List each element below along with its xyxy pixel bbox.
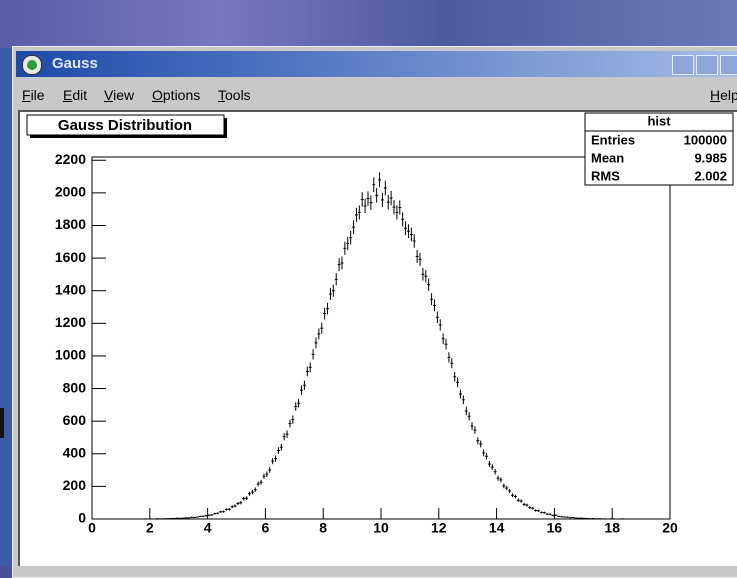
- desktop-widget: [0, 408, 4, 438]
- x-tick-label: 12: [431, 520, 447, 536]
- y-tick-label: 1200: [55, 314, 86, 330]
- menu-item[interactable]: Help: [710, 87, 737, 103]
- stats-value: 2.002: [694, 168, 727, 183]
- app-icon[interactable]: [22, 55, 42, 75]
- y-tick-label: 1600: [55, 249, 86, 265]
- y-tick-label: 600: [63, 412, 87, 428]
- chart: Gauss Distribution hist Entries 100000Mea…: [26, 112, 734, 536]
- window-title: Gauss: [52, 55, 98, 72]
- desktop-background: [0, 0, 737, 48]
- canvas: [18, 110, 737, 566]
- menu-item[interactable]: Options: [152, 87, 201, 103]
- stats-label: RMS: [591, 168, 620, 183]
- y-tick-label: 1000: [55, 347, 86, 363]
- x-tick-label: 10: [373, 520, 389, 536]
- x-tick-label: 20: [662, 520, 678, 536]
- stats-label: Mean: [591, 150, 624, 165]
- y-tick-label: 200: [63, 477, 87, 493]
- title-bar: Gauss: [16, 51, 737, 77]
- minimize-button[interactable]: [672, 55, 694, 75]
- y-tick-label: 2200: [55, 151, 86, 167]
- x-tick-label: 18: [604, 520, 620, 536]
- plot-frame: [91, 156, 671, 520]
- menu-item[interactable]: Tools: [218, 87, 251, 103]
- y-tick-label: 1400: [55, 281, 86, 297]
- y-tick-label: 2000: [55, 184, 86, 200]
- stats-title: hist: [647, 113, 671, 128]
- y-tick-label: 400: [63, 444, 87, 460]
- menu-item[interactable]: View: [104, 87, 135, 103]
- desktop-edge: [0, 48, 12, 566]
- y-tick-label: 800: [63, 379, 87, 395]
- x-tick-label: 0: [88, 520, 96, 536]
- x-tick-label: 8: [319, 520, 327, 536]
- x-tick-label: 6: [262, 520, 270, 536]
- menu-item[interactable]: File: [22, 87, 45, 103]
- menu-item[interactable]: Edit: [63, 87, 88, 103]
- y-tick-label: 0: [78, 510, 86, 526]
- chart-title: Gauss Distribution: [58, 117, 192, 134]
- x-tick-label: 14: [489, 520, 505, 536]
- title-box: [26, 114, 225, 136]
- stats-value: 100000: [684, 132, 727, 147]
- stats-label: Entries: [591, 132, 635, 147]
- x-tick-label: 4: [204, 520, 212, 536]
- close-button[interactable]: [720, 55, 737, 75]
- menu-bar: File Edit View Options Tools Help: [16, 83, 737, 107]
- x-tick-label: 16: [547, 520, 563, 536]
- stats-box: [584, 112, 734, 186]
- stats-value: 9.985: [694, 150, 727, 165]
- y-tick-label: 1800: [55, 216, 86, 232]
- maximize-button[interactable]: [696, 55, 718, 75]
- x-tick-label: 2: [146, 520, 154, 536]
